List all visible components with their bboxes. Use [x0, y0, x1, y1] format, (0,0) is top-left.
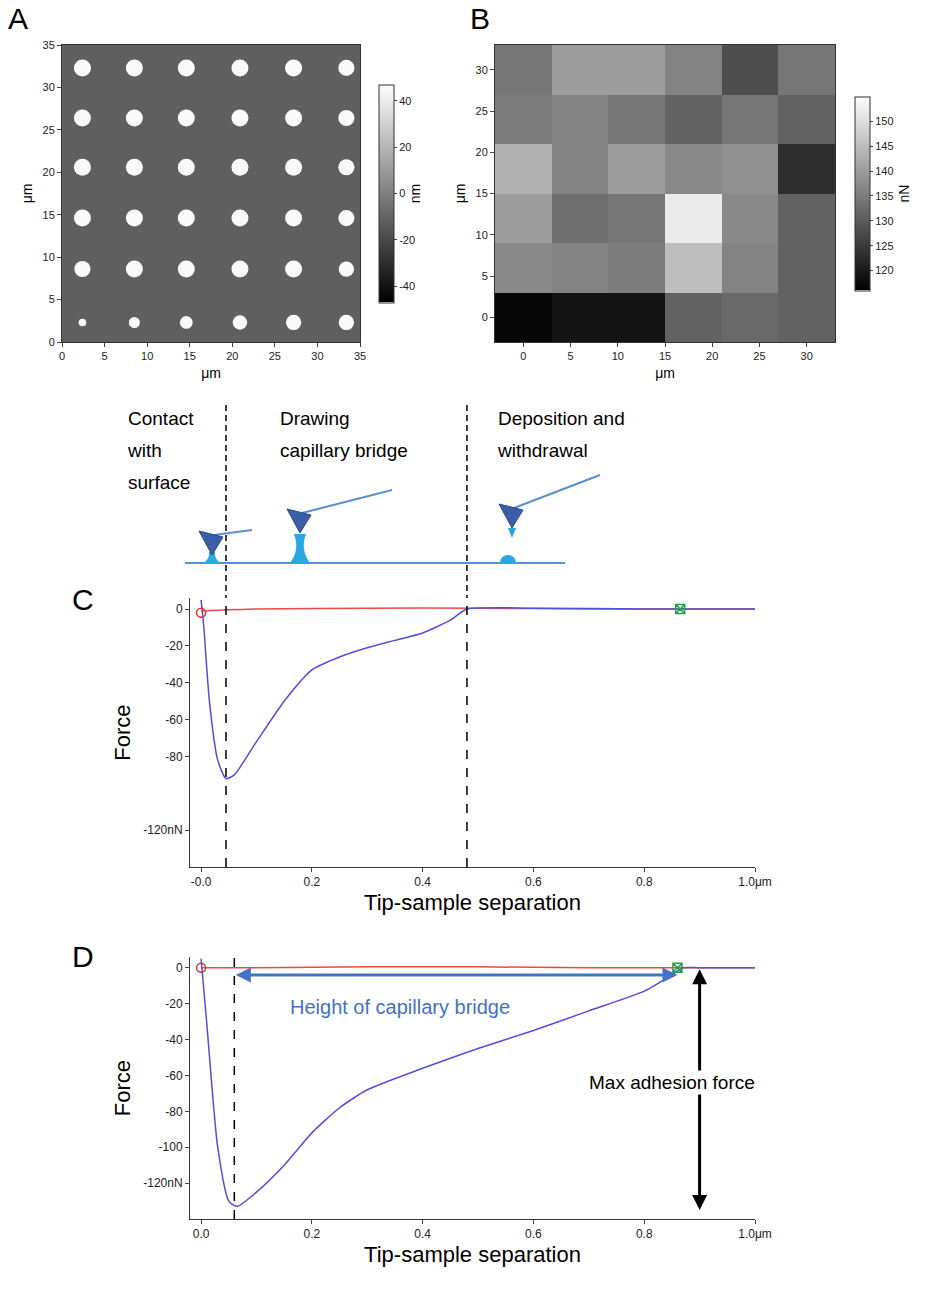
svg-text:5: 5 — [567, 350, 573, 362]
svg-text:145: 145 — [875, 140, 893, 152]
svg-text:-20: -20 — [165, 997, 183, 1011]
svg-text:30: 30 — [311, 350, 323, 362]
svg-text:5: 5 — [102, 350, 108, 362]
svg-text:0.0: 0.0 — [193, 1227, 210, 1241]
svg-text:20: 20 — [706, 350, 718, 362]
svg-text:150: 150 — [875, 115, 893, 127]
svg-text:0.2: 0.2 — [304, 1227, 321, 1241]
svg-text:-80: -80 — [165, 1105, 183, 1119]
svg-text:Tip-sample separation: Tip-sample separation — [364, 1242, 581, 1267]
html-text:C: C — [72, 583, 94, 616]
svg-text:Drawingcapillary bridge: Drawingcapillary bridge — [280, 408, 408, 461]
svg-text:0.4: 0.4 — [414, 875, 431, 889]
svg-text:0: 0 — [482, 311, 488, 323]
svg-text:Height of capillary bridge: Height of capillary bridge — [290, 996, 510, 1018]
svg-text:5: 5 — [49, 293, 55, 305]
svg-text:25: 25 — [476, 105, 488, 117]
svg-text:30: 30 — [476, 64, 488, 76]
svg-text:-60: -60 — [165, 713, 183, 727]
svg-text:35: 35 — [354, 350, 366, 362]
svg-text:1.0μm: 1.0μm — [738, 875, 772, 889]
html-text:B: B — [470, 2, 490, 35]
svg-text:μm: μm — [655, 365, 675, 381]
svg-text:15: 15 — [659, 350, 671, 362]
svg-text:15: 15 — [476, 187, 488, 199]
svg-text:20: 20 — [43, 166, 55, 178]
svg-text:35: 35 — [43, 39, 55, 51]
svg-text:30: 30 — [43, 81, 55, 93]
svg-text:Tip-sample separation: Tip-sample separation — [364, 890, 581, 915]
html-text:A: A — [8, 2, 28, 35]
svg-text:10: 10 — [43, 251, 55, 263]
svg-text:120: 120 — [875, 264, 893, 276]
svg-text:0: 0 — [399, 187, 405, 199]
svg-text:μm: μm — [452, 184, 468, 204]
svg-text:-0.0: -0.0 — [191, 875, 212, 889]
svg-text:0: 0 — [176, 602, 183, 616]
html-text:D: D — [72, 940, 94, 973]
svg-text:10: 10 — [476, 229, 488, 241]
svg-text:-120nN: -120nN — [143, 823, 182, 837]
svg-text:20: 20 — [399, 141, 411, 153]
svg-text:25: 25 — [753, 350, 765, 362]
svg-text:25: 25 — [269, 350, 281, 362]
svg-text:15: 15 — [43, 209, 55, 221]
svg-text:130: 130 — [875, 215, 893, 227]
svg-text:nm: nm — [407, 184, 423, 203]
svg-text:15: 15 — [184, 350, 196, 362]
svg-text:0: 0 — [49, 336, 55, 348]
svg-text:1.0μm: 1.0μm — [738, 1227, 772, 1241]
svg-text:Max adhesion force: Max adhesion force — [589, 1072, 755, 1093]
svg-text:20: 20 — [226, 350, 238, 362]
svg-text:Deposition andwithdrawal: Deposition andwithdrawal — [497, 408, 625, 461]
svg-text:-40: -40 — [399, 280, 415, 292]
svg-text:-100: -100 — [159, 1140, 183, 1154]
svg-text:0.6: 0.6 — [525, 875, 542, 889]
svg-text:Force: Force — [110, 1060, 135, 1116]
svg-text:0.4: 0.4 — [414, 1227, 431, 1241]
svg-text:5: 5 — [482, 270, 488, 282]
svg-text:0.2: 0.2 — [304, 875, 321, 889]
svg-text:-60: -60 — [165, 1069, 183, 1083]
svg-text:30: 30 — [801, 350, 813, 362]
svg-text:10: 10 — [141, 350, 153, 362]
svg-text:Contactwithsurface: Contactwithsurface — [127, 408, 194, 493]
svg-text:-20: -20 — [165, 639, 183, 653]
svg-text:0: 0 — [176, 961, 183, 975]
svg-text:0.6: 0.6 — [525, 1227, 542, 1241]
svg-text:125: 125 — [875, 240, 893, 252]
svg-text:10: 10 — [612, 350, 624, 362]
svg-text:0.8: 0.8 — [636, 1227, 653, 1241]
svg-text:140: 140 — [875, 165, 893, 177]
svg-text:0: 0 — [520, 350, 526, 362]
svg-text:25: 25 — [43, 124, 55, 136]
svg-text:nN: nN — [896, 185, 912, 203]
svg-text:-120nN: -120nN — [143, 1176, 182, 1190]
svg-text:-80: -80 — [165, 750, 183, 764]
svg-text:Force: Force — [110, 704, 135, 760]
svg-text:μm: μm — [19, 184, 35, 204]
svg-text:μm: μm — [201, 365, 221, 381]
svg-text:-20: -20 — [399, 234, 415, 246]
svg-text:-40: -40 — [165, 1033, 183, 1047]
svg-text:0.8: 0.8 — [636, 875, 653, 889]
svg-text:20: 20 — [476, 146, 488, 158]
svg-text:0: 0 — [59, 350, 65, 362]
svg-text:135: 135 — [875, 190, 893, 202]
svg-text:-40: -40 — [165, 676, 183, 690]
svg-text:40: 40 — [399, 95, 411, 107]
